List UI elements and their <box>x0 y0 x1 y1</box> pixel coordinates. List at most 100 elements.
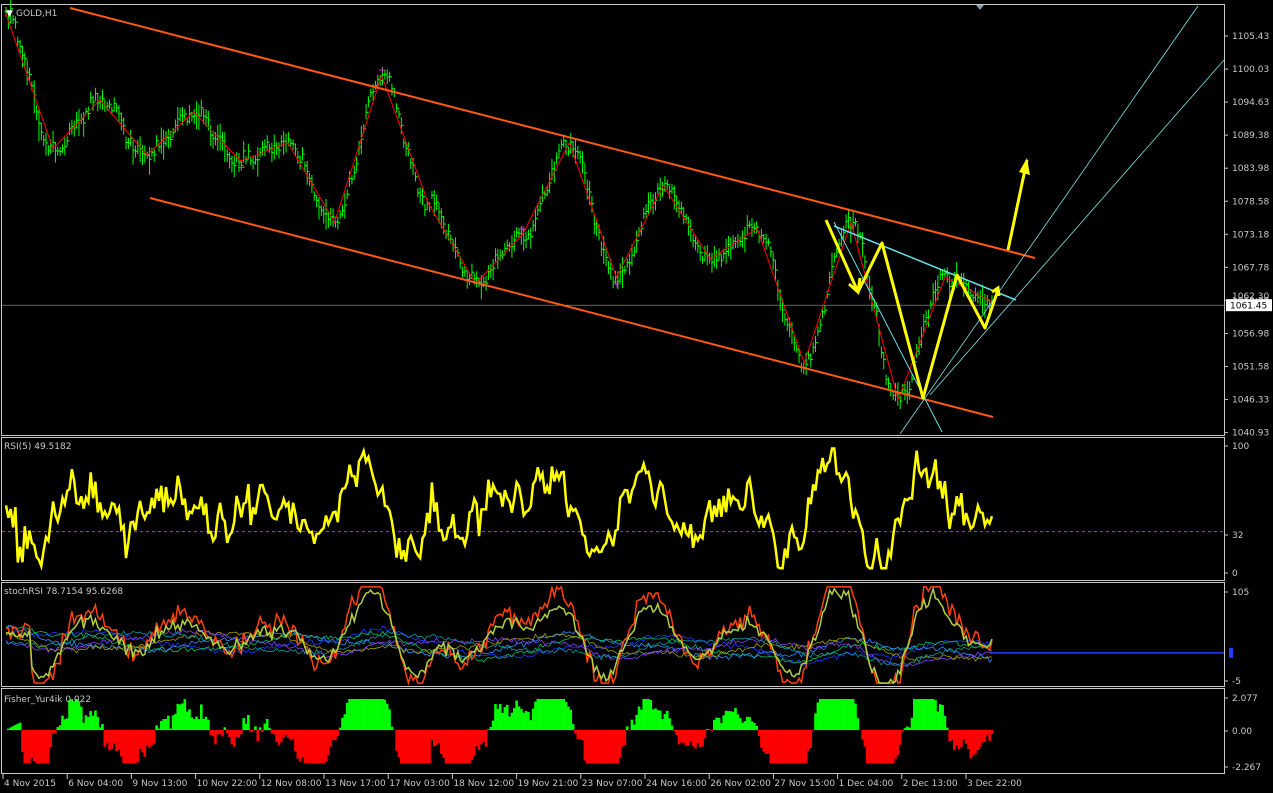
fisher-bar <box>515 701 518 731</box>
fisher-bar <box>198 719 201 730</box>
fisher-bar <box>287 730 290 738</box>
fisher-bar <box>880 730 883 763</box>
chart-menu-icon[interactable]: ▼ <box>6 9 13 19</box>
fisher-bar <box>901 730 904 732</box>
time-tick-label: 18 Nov 12:00 <box>453 779 514 789</box>
indicator-tick-label: -2.267 <box>1232 763 1261 773</box>
fisher-bar <box>579 730 582 739</box>
rsi-panel[interactable] <box>2 449 1224 569</box>
fisher-bar <box>955 730 958 745</box>
fisher-bar <box>638 707 641 731</box>
fisher-bar <box>33 730 36 761</box>
fisher-bar <box>360 699 363 730</box>
fisher-bar <box>977 730 980 750</box>
fisher-bar <box>167 716 170 730</box>
fisher-bar <box>913 699 916 730</box>
time-tick-label: 24 Nov 16:00 <box>646 779 707 789</box>
fisher-bar <box>741 723 744 730</box>
fisher-bar <box>442 730 445 758</box>
ohlc-bar <box>743 227 746 253</box>
fisher-bar <box>245 724 248 730</box>
fisher-bar <box>652 709 655 730</box>
fisher-bar <box>12 726 15 730</box>
fisher-bar <box>762 730 765 752</box>
fisher-bar <box>918 699 921 730</box>
fisher-bar <box>767 730 770 754</box>
fisher-bar <box>278 730 281 745</box>
fisher-bar <box>129 730 132 763</box>
fisher-bar <box>45 730 48 763</box>
fisher-bar <box>438 730 441 743</box>
fisher-bar <box>365 699 368 730</box>
fisher-bar <box>518 706 521 730</box>
fisher-bar <box>729 711 732 730</box>
fisher-bar <box>294 730 297 751</box>
fisher-bar <box>661 719 664 730</box>
fisher-bar <box>141 730 144 752</box>
fisher-bar <box>96 717 99 730</box>
fisher-bar <box>485 730 488 747</box>
ohlc-bar <box>494 248 497 268</box>
fisher-bar <box>529 720 532 730</box>
ohlc-bar <box>292 139 295 149</box>
price-tick-label: 1105.43 <box>1232 32 1269 42</box>
fisher-bar <box>864 730 867 747</box>
fisher-bar <box>299 730 302 762</box>
ohlc-bar <box>979 290 982 305</box>
fisher-bar <box>609 730 612 763</box>
fisher-bar <box>732 712 735 730</box>
fisher-bar <box>584 730 587 760</box>
fisher-bar <box>755 726 758 730</box>
fisher-bar <box>826 699 829 730</box>
fisher-bar <box>948 730 951 741</box>
ohlc-bar <box>230 156 233 173</box>
price-panel[interactable]: ++++ <box>2 0 1224 434</box>
fisher-bar <box>457 730 460 763</box>
fisher-bar <box>184 699 187 730</box>
fisher-bar <box>21 730 24 752</box>
fisher-bar <box>675 730 678 735</box>
fisher-bar <box>737 714 740 730</box>
ohlc-bar <box>856 222 859 243</box>
fisher-bar <box>445 730 448 763</box>
fisher-bar <box>812 730 815 731</box>
fractal-marker: + <box>612 277 621 290</box>
fisher-bar <box>939 704 942 730</box>
fisher-bar <box>541 699 544 730</box>
ohlc-bar <box>37 110 40 141</box>
fisher-bar <box>934 700 937 730</box>
fisher-bar <box>621 730 624 746</box>
chart-shift-marker-icon[interactable] <box>976 5 984 10</box>
fisher-bar <box>268 728 271 730</box>
fisher-bar <box>953 730 956 750</box>
fisher-bar <box>64 719 67 730</box>
fisher-bar <box>546 699 549 730</box>
stochrsi-label: stochRSI 78.7154 95.6268 <box>4 587 123 597</box>
ohlc-bar <box>635 230 638 252</box>
fisher-bar <box>56 727 59 730</box>
ohlc-bar <box>343 193 346 219</box>
fisher-bar <box>14 725 17 730</box>
stochrsi-panel[interactable] <box>6 587 1233 683</box>
indicator-tick-label: 105 <box>1232 588 1249 598</box>
fisher-bar <box>932 699 935 730</box>
fisher-bar <box>431 730 434 740</box>
ohlc-bar <box>863 243 866 268</box>
ohlc-bar <box>849 217 852 243</box>
fisher-bar <box>548 699 551 730</box>
fisher-bar <box>169 729 172 731</box>
fisher-bar <box>984 730 987 742</box>
fisher-bar <box>525 711 528 730</box>
fisher-bar <box>718 718 721 730</box>
fisher-panel[interactable] <box>5 699 994 763</box>
ohlc-bar <box>162 130 165 160</box>
fisher-bar <box>106 730 109 743</box>
fisher-bar <box>777 730 780 763</box>
fisher-bar <box>861 730 864 740</box>
ohlc-bar <box>814 336 817 352</box>
fisher-bar <box>871 730 874 763</box>
fisher-bar <box>400 730 403 763</box>
fisher-bar <box>409 730 412 763</box>
fisher-bar <box>821 699 824 730</box>
